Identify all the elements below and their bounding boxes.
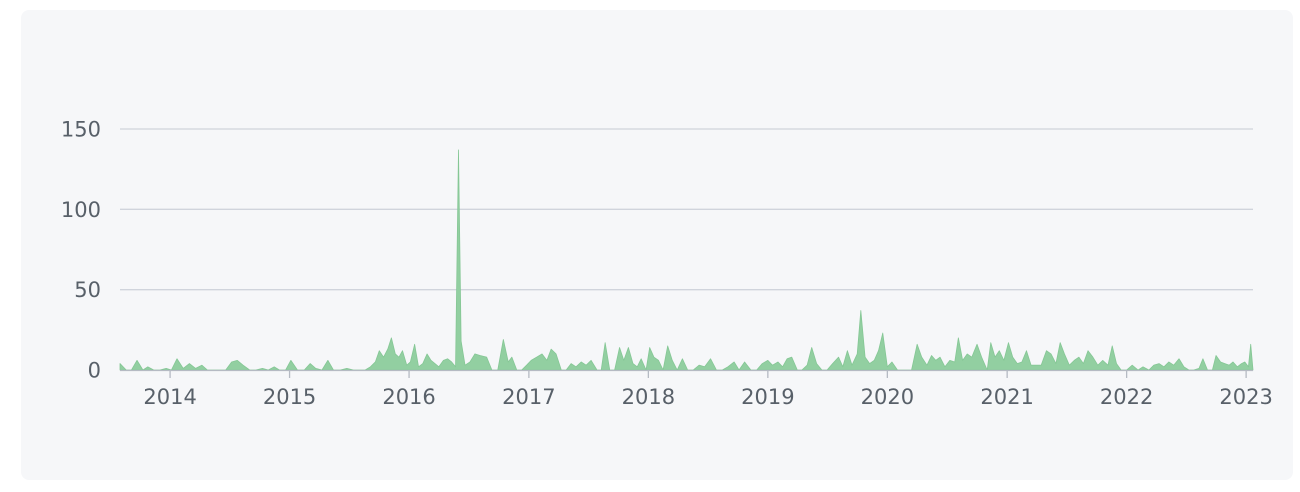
x-tick-label-2023: 2023 bbox=[1219, 385, 1272, 409]
x-tick-label-2020: 2020 bbox=[861, 385, 914, 409]
y-tick-label-0: 0 bbox=[88, 359, 101, 383]
chart-card bbox=[21, 10, 1293, 480]
y-tick-label-100: 100 bbox=[61, 198, 101, 222]
x-tick-label-2019: 2019 bbox=[741, 385, 794, 409]
y-tick-label-150: 150 bbox=[61, 118, 101, 142]
x-tick-label-2016: 2016 bbox=[382, 385, 435, 409]
grid-lines bbox=[120, 128, 1253, 291]
x-tick-label-2015: 2015 bbox=[263, 385, 316, 409]
y-tick-label-50: 50 bbox=[74, 278, 101, 302]
x-tick-label-2017: 2017 bbox=[502, 385, 555, 409]
area-series-0 bbox=[119, 149, 1254, 371]
x-tick-label-2021: 2021 bbox=[980, 385, 1033, 409]
series-area bbox=[119, 149, 1254, 371]
x-tick-label-2018: 2018 bbox=[622, 385, 675, 409]
y-axis-labels: 0 50 100 150 bbox=[61, 118, 101, 383]
x-axis bbox=[120, 369, 1253, 378]
x-axis-labels: 2014 2015 2016 2017 2018 2019 2020 2021 2022 2023 bbox=[143, 385, 1272, 409]
x-tick-label-2014: 2014 bbox=[143, 385, 196, 409]
x-tick-label-2022: 2022 bbox=[1100, 385, 1153, 409]
